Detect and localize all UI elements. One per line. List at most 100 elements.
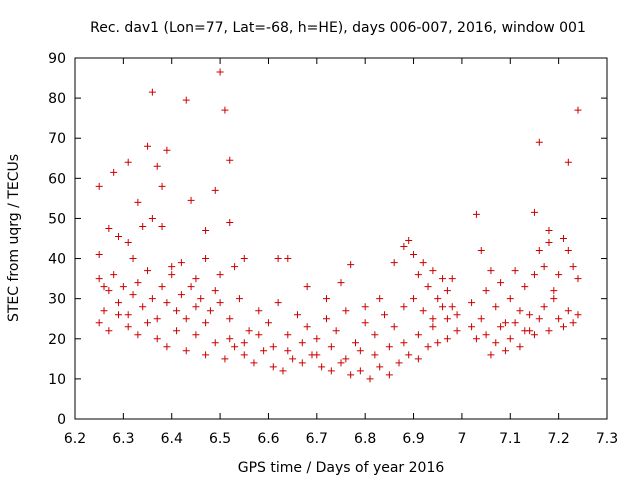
data-point — [240, 351, 248, 359]
data-point — [115, 299, 123, 307]
data-point — [245, 327, 253, 335]
data-point — [414, 331, 422, 339]
data-point — [303, 323, 311, 331]
data-point — [110, 271, 118, 279]
data-point — [511, 319, 519, 327]
x-axis: 6.2 6.3 6.4 6.5 6.6 6.7 6.8 6.9 7 7.1 7.2 7.3 — [64, 58, 618, 447]
data-point — [293, 311, 301, 319]
data-point — [226, 156, 234, 164]
y-tick-label: 30 — [48, 292, 66, 308]
data-point — [119, 283, 127, 291]
data-point — [95, 182, 103, 190]
data-point — [429, 267, 437, 275]
data-point — [540, 303, 548, 311]
data-point — [182, 315, 190, 323]
data-point — [124, 323, 132, 331]
data-point — [405, 237, 413, 245]
x-tick-label: 7 — [457, 431, 466, 447]
data-point — [337, 279, 345, 287]
data-point — [240, 339, 248, 347]
plot-frame — [74, 57, 608, 420]
data-point — [148, 88, 156, 96]
data-point — [468, 323, 476, 331]
data-point — [434, 339, 442, 347]
data-point — [347, 371, 355, 379]
data-point — [550, 295, 558, 303]
data-point — [555, 271, 563, 279]
y-tick-label: 40 — [48, 252, 66, 268]
data-point — [410, 251, 418, 259]
data-point — [327, 343, 335, 351]
data-point — [332, 327, 340, 335]
data-point — [177, 291, 185, 299]
data-point — [124, 158, 132, 166]
data-point — [448, 275, 456, 283]
x-tick-label: 7.2 — [548, 431, 570, 447]
data-point — [501, 347, 509, 355]
x-tick-label: 6.3 — [112, 431, 134, 447]
data-point — [139, 303, 147, 311]
data-point — [545, 327, 553, 335]
data-point — [443, 335, 451, 343]
data-point — [569, 319, 577, 327]
data-point — [144, 142, 152, 150]
data-point — [453, 311, 461, 319]
data-point — [129, 255, 137, 263]
data-point — [352, 339, 360, 347]
data-point — [434, 295, 442, 303]
x-tick-label: 6.7 — [306, 431, 328, 447]
data-point — [530, 208, 538, 216]
data-point — [182, 96, 190, 104]
data-point — [400, 339, 408, 347]
data-point — [414, 355, 422, 363]
data-point — [545, 239, 553, 247]
data-point — [366, 375, 374, 383]
data-point — [216, 299, 224, 307]
data-point — [443, 287, 451, 295]
data-point — [477, 315, 485, 323]
data-point — [395, 359, 403, 367]
data-point — [264, 319, 272, 327]
data-point — [472, 210, 480, 218]
x-axis-label: GPS time / Days of year 2016 — [238, 460, 445, 476]
data-point — [342, 307, 350, 315]
data-point — [153, 335, 161, 343]
x-tick-label: 6.2 — [64, 431, 86, 447]
data-point — [211, 339, 219, 347]
data-point — [376, 295, 384, 303]
data-point — [410, 295, 418, 303]
x-tick-label: 6.9 — [402, 431, 424, 447]
data-point — [284, 347, 292, 355]
data-point — [129, 291, 137, 299]
data-point — [274, 255, 282, 263]
data-point — [390, 259, 398, 267]
data-point — [371, 331, 379, 339]
data-point — [168, 263, 176, 271]
data-point — [289, 355, 297, 363]
data-point — [322, 315, 330, 323]
data-point — [153, 162, 161, 170]
data-point — [226, 218, 234, 226]
data-point — [443, 315, 451, 323]
data-point — [574, 275, 582, 283]
data-point — [385, 371, 393, 379]
data-point — [260, 347, 268, 355]
data-point — [487, 351, 495, 359]
data-point — [153, 315, 161, 323]
data-point — [327, 367, 335, 375]
x-tick-label: 6.8 — [354, 431, 376, 447]
data-point — [95, 251, 103, 259]
data-point — [477, 247, 485, 255]
data-point — [100, 307, 108, 315]
data-point — [158, 222, 166, 230]
data-point — [144, 267, 152, 275]
data-point — [105, 327, 113, 335]
data-point — [231, 343, 239, 351]
data-point — [424, 343, 432, 351]
data-point — [535, 315, 543, 323]
data-point — [221, 355, 229, 363]
data-point — [226, 335, 234, 343]
y-tick-label: 20 — [48, 332, 66, 348]
data-point — [255, 307, 263, 315]
data-point — [134, 279, 142, 287]
